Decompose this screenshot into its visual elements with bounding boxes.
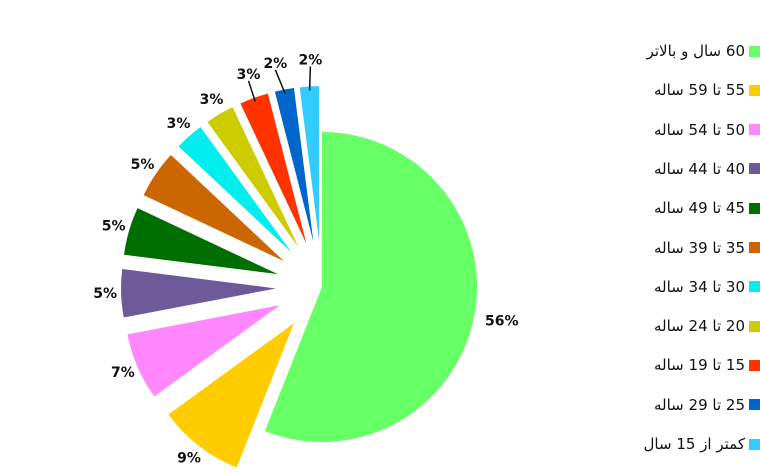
label-leader-line xyxy=(274,69,286,94)
legend-label: 50 تا 54 ساله xyxy=(654,120,745,139)
legend-swatch xyxy=(749,281,760,293)
legend-swatch xyxy=(749,45,760,57)
legend-label: 30 تا 34 ساله xyxy=(654,277,745,296)
legend-label: 60 سال و بالاتر xyxy=(646,42,745,60)
slice-percent-label: 3% xyxy=(200,92,224,108)
legend-item: 20 تا 24 ساله xyxy=(654,315,760,337)
legend-swatch xyxy=(749,202,760,214)
legend-swatch xyxy=(749,124,760,136)
legend-item: 30 تا 34 ساله xyxy=(654,276,760,298)
legend-item: 25 تا 29 ساله xyxy=(654,394,760,416)
legend-label: 55 تا 59 ساله xyxy=(654,81,745,100)
label-leader-line xyxy=(308,66,312,91)
legend-swatch xyxy=(749,359,760,371)
legend-label: کمتر از 15 سال xyxy=(643,435,745,453)
legend-item: 15 تا 19 ساله xyxy=(654,354,760,376)
legend-item: 40 تا 44 ساله xyxy=(654,158,760,180)
pie-slice xyxy=(264,132,478,442)
slice-percent-label: 2% xyxy=(263,56,287,72)
legend-label: 20 تا 24 ساله xyxy=(654,317,745,336)
legend-swatch xyxy=(749,84,760,96)
pie-slice xyxy=(127,305,280,397)
slice-percent-label: 5% xyxy=(102,218,126,234)
slice-percent-label: 5% xyxy=(93,286,117,302)
legend-swatch xyxy=(749,399,760,411)
pie-slice xyxy=(207,107,299,248)
legend-item: 55 تا 59 ساله xyxy=(654,79,760,101)
legend-label: 15 تا 19 ساله xyxy=(654,356,745,375)
legend-item: 35 تا 39 ساله xyxy=(654,237,760,259)
label-leader-line xyxy=(247,80,256,102)
slice-percent-label: 9% xyxy=(177,450,201,466)
legend-swatch xyxy=(749,163,760,175)
pie-chart: 56%9%7%5%5%5%3%3%3%2% 2% xyxy=(93,52,519,468)
slice-percent-label: 7% xyxy=(111,365,135,381)
pie-slice xyxy=(178,127,292,253)
legend-swatch xyxy=(749,438,760,450)
slice-percent-label: 3% xyxy=(237,67,261,83)
legend-label: 25 تا 29 ساله xyxy=(654,395,745,414)
slice-percent-label: 56% xyxy=(485,313,519,329)
legend-item: کمتر از 15 سال xyxy=(644,433,760,455)
legend-swatch xyxy=(749,242,760,253)
legend-item: 60 سال و بالاتر xyxy=(647,40,760,62)
pie-slice xyxy=(299,86,320,242)
pie-slice xyxy=(168,323,294,468)
pie-slice xyxy=(240,93,307,244)
pie-slice xyxy=(121,269,277,318)
pie-slice xyxy=(274,88,314,242)
slice-percent-label: 5% xyxy=(131,157,155,173)
legend-swatch xyxy=(749,320,760,332)
legend-label: 40 تا 44 ساله xyxy=(654,159,745,178)
legend-item: 50 تا 54 ساله xyxy=(654,119,760,141)
pie-slice xyxy=(143,155,284,262)
legend-label: 35 تا 39 ساله xyxy=(654,238,745,257)
legend-label: 45 تا 49 ساله xyxy=(654,199,745,218)
legend-item: 45 تا 49 ساله xyxy=(654,197,760,219)
pie-slice xyxy=(124,208,278,275)
slice-percent-label: 2% xyxy=(298,52,322,68)
slice-percent-label: 3% xyxy=(167,116,191,132)
